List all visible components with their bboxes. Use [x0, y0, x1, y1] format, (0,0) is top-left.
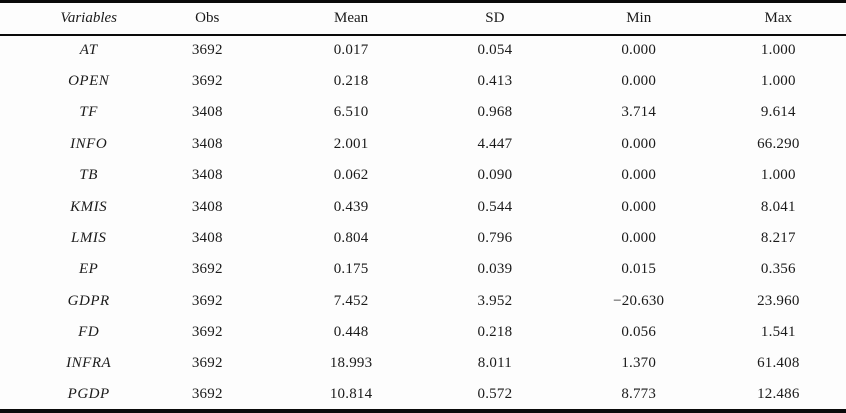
stat-value-cell: 0.000: [621, 135, 657, 152]
variable-name-cell: TB: [79, 167, 98, 184]
stat-value-cell: 3692: [191, 73, 223, 90]
variable-name-cell: OPEN: [68, 73, 110, 90]
table-header: Variables Obs Mean SD Min Max: [0, 1, 846, 36]
table-row: INFRA 3692 18.993 8.011 1.370 61.408: [0, 348, 846, 379]
column-header-obs: Obs: [135, 1, 280, 36]
stat-value-cell: 0.356: [760, 261, 796, 278]
variable-name-cell: INFRA: [66, 355, 112, 372]
stat-value-cell: 3692: [191, 292, 223, 309]
table-row: FD 3692 0.448 0.218 0.056 1.541: [0, 317, 846, 348]
stat-value-cell: 3408: [191, 229, 223, 246]
header-row: Variables Obs Mean SD Min Max: [0, 1, 846, 36]
stat-value-cell: 8.773: [621, 385, 657, 402]
variable-name-cell: FD: [78, 324, 100, 341]
stat-value-cell: 0.218: [477, 324, 513, 341]
table-row: GDPR 3692 7.452 3.952 −20.630 23.960: [0, 286, 846, 317]
stat-value-cell: 8.041: [760, 198, 796, 215]
stat-value-cell: −20.630: [613, 292, 665, 309]
variable-name-cell: LMIS: [71, 229, 107, 246]
stat-value-cell: 0.968: [477, 104, 513, 121]
stat-value-cell: 7.452: [333, 292, 369, 309]
table-row: LMIS 3408 0.804 0.796 0.000 8.217: [0, 223, 846, 254]
column-header-variables: Variables: [0, 1, 136, 36]
stat-value-cell: 12.486: [757, 385, 800, 402]
table-row: TB 3408 0.062 0.090 0.000 1.000: [0, 160, 846, 191]
stat-value-cell: 1.370: [621, 355, 657, 372]
stat-value-cell: 8.217: [760, 229, 796, 246]
stat-value-cell: 6.510: [333, 104, 369, 121]
stat-value-cell: 1.000: [760, 167, 796, 184]
stat-value-cell: 3408: [191, 104, 223, 121]
stat-value-cell: 0.000: [621, 167, 657, 184]
table-row: KMIS 3408 0.439 0.544 0.000 8.041: [0, 191, 846, 222]
stat-value-cell: 0.218: [333, 73, 369, 90]
stat-value-cell: 0.413: [477, 73, 513, 90]
variable-name-cell: KMIS: [70, 198, 108, 215]
stat-value-cell: 0.062: [333, 167, 369, 184]
stat-value-cell: 1.000: [760, 73, 796, 90]
stat-value-cell: 0.017: [333, 42, 369, 59]
variable-name-cell: INFO: [70, 135, 108, 152]
column-header-min: Min: [566, 1, 711, 36]
variable-name-cell: TF: [79, 104, 98, 121]
stat-value-cell: 0.000: [621, 42, 657, 59]
stat-value-cell: 10.814: [329, 385, 373, 402]
stat-value-cell: 2.001: [333, 135, 369, 152]
stat-value-cell: 3.952: [477, 292, 513, 309]
stat-value-cell: 3.714: [621, 104, 657, 121]
stat-value-cell: 8.011: [477, 355, 512, 372]
stat-value-cell: 0.572: [477, 385, 513, 402]
stat-value-cell: 0.000: [621, 198, 657, 215]
variable-name-cell: GDPR: [67, 292, 110, 309]
variable-name-cell: AT: [79, 42, 98, 59]
stat-value-cell: 4.447: [477, 135, 513, 152]
variable-name-cell: EP: [79, 261, 99, 278]
table-row: INFO 3408 2.001 4.447 0.000 66.290: [0, 129, 846, 160]
stat-value-cell: 1.541: [760, 324, 796, 341]
stat-value-cell: 0.054: [477, 42, 513, 59]
column-header-max: Max: [710, 1, 846, 36]
variable-name-cell: PGDP: [67, 385, 110, 402]
column-header-sd: SD: [422, 1, 567, 36]
column-header-mean: Mean: [279, 1, 423, 36]
stat-value-cell: 3692: [191, 42, 223, 59]
table-row: OPEN 3692 0.218 0.413 0.000 1.000: [0, 66, 846, 97]
stat-value-cell: 3408: [191, 135, 223, 152]
table-row: EP 3692 0.175 0.039 0.015 0.356: [0, 254, 846, 285]
stat-value-cell: 0.796: [477, 229, 513, 246]
stat-value-cell: 66.290: [757, 135, 800, 152]
stat-value-cell: 3692: [191, 261, 223, 278]
stat-value-cell: 18.993: [329, 355, 373, 372]
stat-value-cell: 0.056: [621, 324, 657, 341]
stat-value-cell: 0.015: [621, 261, 657, 278]
stat-value-cell: 0.039: [477, 261, 513, 278]
stat-value-cell: 0.544: [477, 198, 513, 215]
table-row: TF 3408 6.510 0.968 3.714 9.614: [0, 97, 846, 128]
stat-value-cell: 0.090: [477, 167, 513, 184]
stat-value-cell: 0.000: [621, 229, 657, 246]
stat-value-cell: 3692: [191, 385, 223, 402]
table-row: AT 3692 0.017 0.054 0.000 1.000: [0, 35, 846, 66]
stat-value-cell: 0.439: [333, 198, 369, 215]
stat-value-cell: 3408: [191, 167, 223, 184]
stat-value-cell: 3692: [191, 324, 223, 341]
table-body: AT 3692 0.017 0.054 0.000 1.000 OPEN 3692 0.218 0…: [0, 35, 846, 412]
stat-value-cell: 0.175: [333, 261, 369, 278]
stat-value-cell: 9.614: [760, 104, 796, 121]
stat-value-cell: 23.960: [757, 292, 800, 309]
stat-value-cell: 3692: [191, 355, 223, 372]
stat-value-cell: 3408: [191, 198, 223, 215]
stat-value-cell: 0.804: [333, 229, 369, 246]
stat-value-cell: 1.000: [760, 42, 796, 59]
stat-value-cell: 0.448: [333, 324, 369, 341]
table-row: PGDP 3692 10.814 0.572 8.773 12.486: [0, 380, 846, 411]
stat-value-cell: 61.408: [757, 355, 800, 372]
stat-value-cell: 0.000: [621, 73, 657, 90]
